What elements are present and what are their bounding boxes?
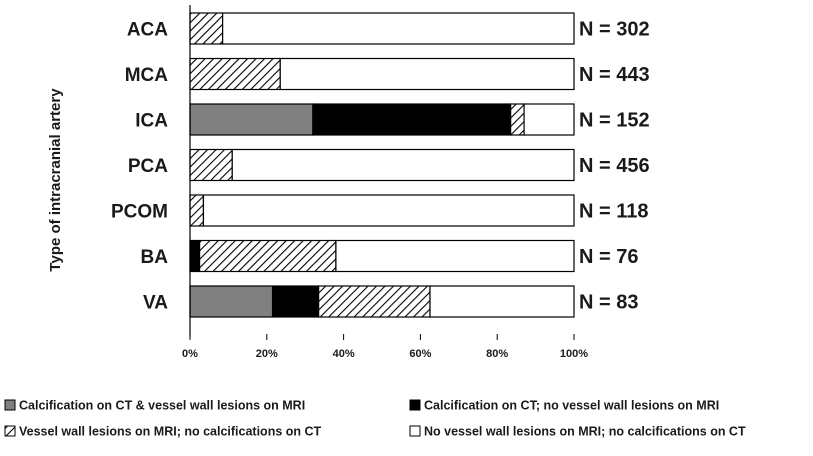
n-label-pca: N = 456 [579,155,650,177]
bar-segment-aca-series-3 [189,12,224,45]
x-tick-label: 80% [486,348,508,360]
bar-segment-mca-series-4 [279,57,575,91]
bar-segment-va-series-2 [271,285,320,318]
bar-segment-pcom-series-3 [189,194,205,227]
x-tick-label: 20% [256,348,278,360]
bar-segment-ba-series-2 [189,239,201,273]
plot-area: ACA N = 302 MCA N = 443 ICA N = 152 PCA N = 456… [111,5,650,360]
x-tick-label: 100% [560,348,588,360]
legend-label-4: No vessel wall lesions on MRI; no calcif… [424,425,746,439]
legend-swatch-3 [4,425,16,437]
bar-segment-va-series-1 [189,285,274,318]
category-label-ica: ICA [135,111,168,132]
legend-swatch-1 [4,399,16,411]
category-label-ba: BA [141,247,169,268]
n-label-aca: N = 302 [579,19,650,41]
legend: Calcification on CT & vessel wall lesion… [4,399,746,439]
category-label-pca: PCA [128,156,168,177]
bar-segment-ba-series-4 [335,239,575,273]
bar-segment-ica-series-1 [189,103,314,136]
legend-swatch-4 [409,425,421,437]
category-label-aca: ACA [127,20,168,41]
n-label-pcom: N = 118 [579,201,649,223]
bar-segment-va-series-4 [429,285,575,318]
bar-segment-ica-series-3 [510,103,525,136]
bar-segment-aca-series-4 [222,12,575,45]
category-label-pcom: PCOM [111,202,168,223]
legend-label-2: Calcification on CT; no vessel wall lesi… [424,399,719,413]
n-label-va: N = 83 [579,292,638,314]
n-label-ica: N = 152 [579,110,650,132]
bar-segment-ica-series-4 [523,103,575,136]
x-tick-label: 60% [409,348,431,360]
y-axis-title: Type of intracranial artery [47,88,64,272]
bar-segment-mca-series-3 [189,57,281,91]
category-label-mca: MCA [125,65,169,86]
bar-segment-va-series-3 [318,285,431,318]
n-label-ba: N = 76 [579,246,638,268]
legend-swatch-2 [409,399,421,411]
x-tick-label: 0% [182,348,198,360]
x-tick-label: 40% [333,348,355,360]
category-label-va: VA [143,293,168,314]
bar-segment-ica-series-2 [312,103,512,136]
bar-segment-pca-series-3 [189,148,233,182]
legend-label-3: Vessel wall lesions on MRI; no calcifica… [19,425,322,439]
legend-label-1: Calcification on CT & vessel wall lesion… [19,399,305,413]
bar-segment-pca-series-4 [231,148,575,182]
n-label-mca: N = 443 [579,64,650,86]
bar-segment-ba-series-3 [199,239,337,273]
bar-segment-pcom-series-4 [202,194,575,227]
